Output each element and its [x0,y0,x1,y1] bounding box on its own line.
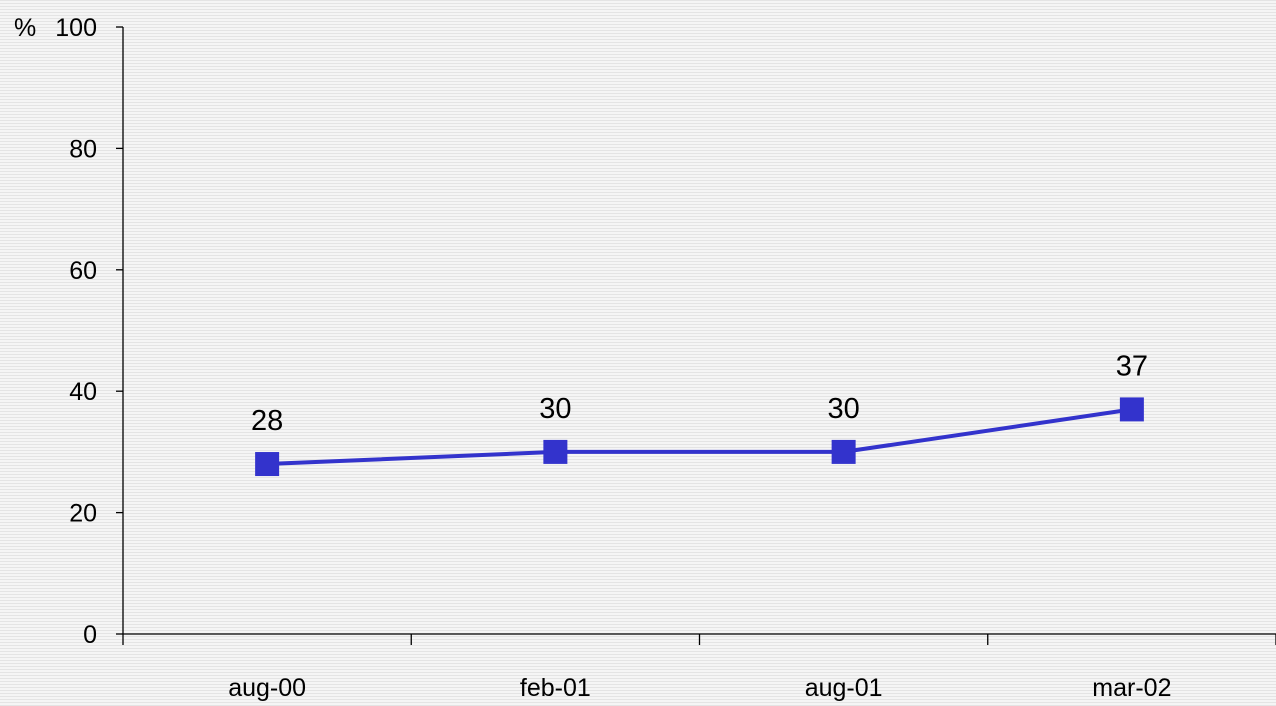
chart-axes [122,27,1276,635]
y-tick-label: 0 [83,621,97,649]
data-point-marker [255,452,280,477]
x-tick-label: aug-01 [805,674,883,702]
y-axis-unit-label: % [14,14,36,42]
y-tick-label: 80 [69,135,97,163]
data-label: 28 [251,405,283,437]
data-label: 37 [1116,350,1148,382]
data-label: 30 [539,393,571,425]
data-point-marker [543,439,568,464]
data-point-marker [831,439,856,464]
x-tick-label: aug-00 [228,674,306,702]
y-tick-label: 40 [69,378,97,406]
x-tick-label: mar-02 [1092,674,1171,702]
y-tick-label: 20 [69,500,97,528]
series-line [267,407,1133,467]
data-labels: 28 30 30 37 [251,350,1148,437]
data-label: 30 [827,393,859,425]
data-point-marker [1119,397,1144,422]
y-tick-label: 60 [69,257,97,285]
y-ticks: 0 20 40 60 80 100 [55,14,123,649]
x-ticks: aug-00 feb-01 aug-01 mar-02 [122,634,1276,702]
series-group [267,407,1133,467]
series-markers [255,397,1144,477]
x-tick-label: feb-01 [520,674,591,702]
y-tick-label: 100 [55,14,97,42]
